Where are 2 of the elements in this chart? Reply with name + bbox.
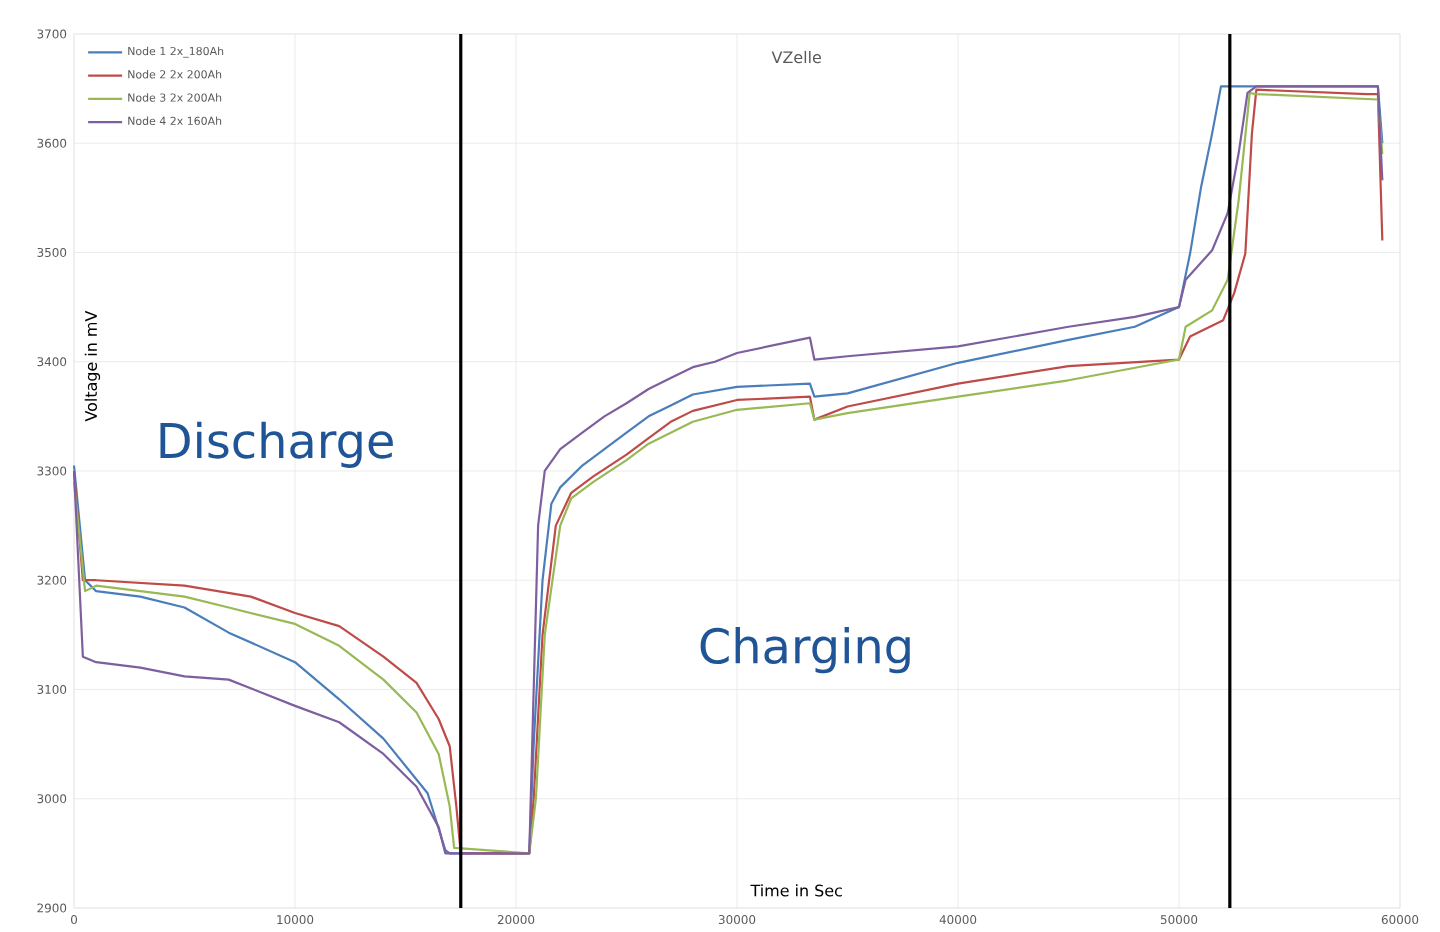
annotation: Charging <box>700 627 910 674</box>
annotation: Discharge <box>160 421 393 468</box>
